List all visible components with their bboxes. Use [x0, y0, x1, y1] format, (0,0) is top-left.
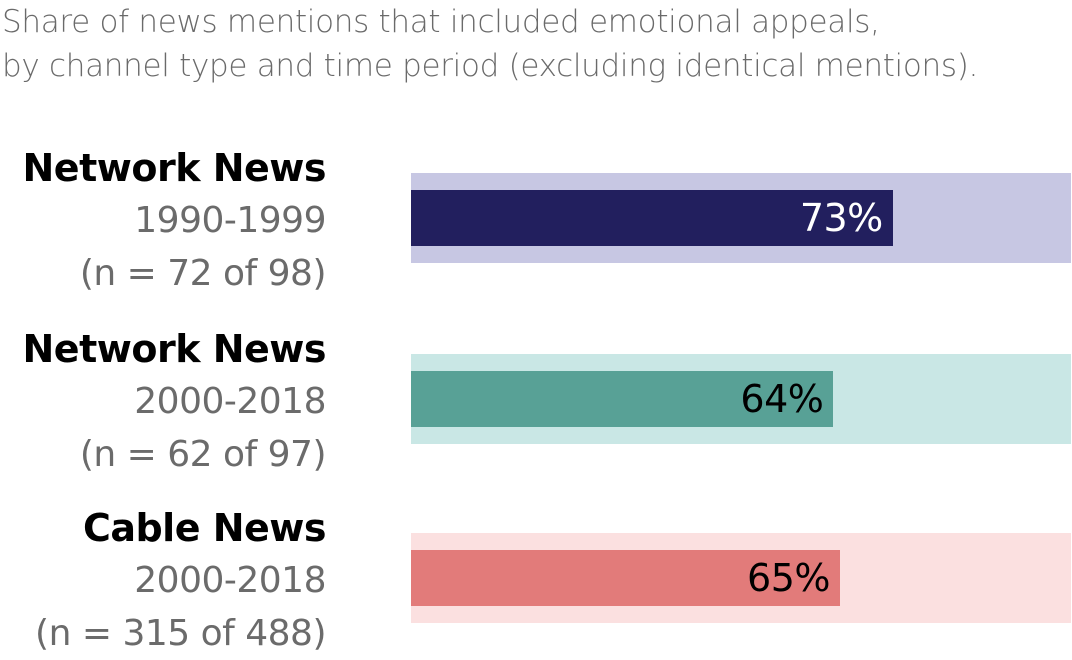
- bar-track: 65%: [411, 533, 1071, 623]
- bar-track: 64%: [411, 354, 1071, 444]
- category-name: Network News: [22, 146, 327, 190]
- category-label-network-2000s: Network News 2000-2018 (n = 62 of 97): [0, 323, 327, 481]
- category-period: 2000-2018: [134, 560, 326, 601]
- bar-value-label: 73%: [799, 196, 883, 240]
- category-name: Network News: [22, 327, 327, 371]
- category-count: (n = 62 of 97): [79, 434, 327, 475]
- category-count: (n = 72 of 98): [79, 253, 327, 294]
- subtitle-line-2: by channel type and time period (excludi…: [2, 48, 979, 84]
- bar-cable-2000s: 65%: [411, 550, 840, 606]
- category-period: 1990-1999: [134, 200, 326, 241]
- category-label-cable-2000s: Cable News 2000-2018 (n = 315 of 488): [0, 502, 326, 660]
- category-count: (n = 315 of 488): [35, 613, 326, 654]
- category-period: 2000-2018: [134, 381, 326, 422]
- category-name: Cable News: [82, 506, 327, 550]
- subtitle-line-1: Share of news mentions that included emo…: [2, 4, 880, 40]
- bar-track: 73%: [411, 173, 1071, 263]
- bar-network-1990s: 73%: [411, 190, 893, 246]
- bar-value-label: 65%: [747, 556, 830, 600]
- chart-subtitle: Share of news mentions that included emo…: [2, 0, 1070, 88]
- bar-value-label: 64%: [740, 377, 824, 421]
- category-label-network-1990s: Network News 1990-1999 (n = 72 of 98): [0, 142, 327, 300]
- bar-network-2000s: 64%: [411, 371, 834, 427]
